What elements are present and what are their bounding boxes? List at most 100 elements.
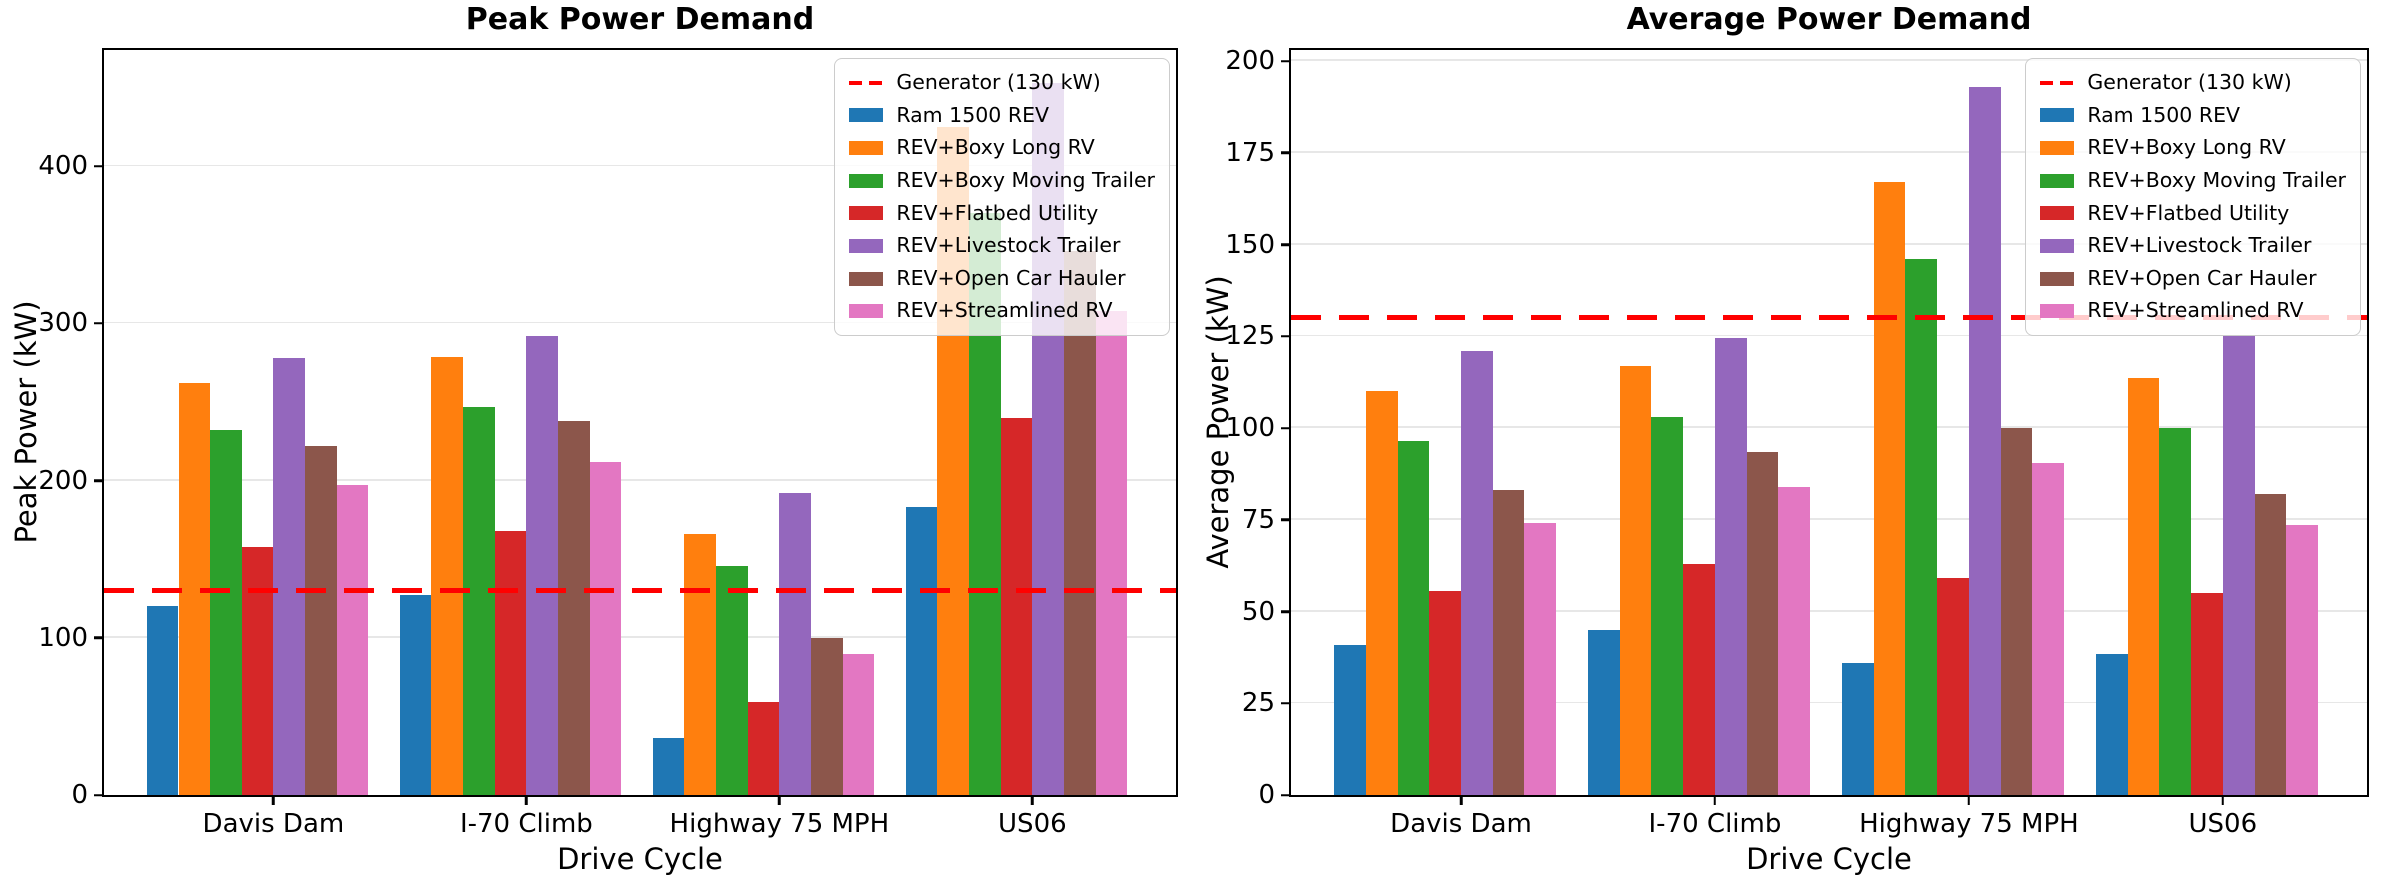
chart-title-average: Average Power Demand <box>1626 2 2032 37</box>
bar <box>2095 653 2128 795</box>
legend-swatch <box>849 304 884 319</box>
chart-title-peak: Peak Power Demand <box>465 2 815 37</box>
legend-label: REV+Boxy Long RV <box>2087 135 2286 160</box>
bar <box>1683 563 1715 795</box>
x-tick-label: I-70 Climb <box>459 809 593 839</box>
y-tick-label: 100 <box>38 622 88 653</box>
legend-swatch <box>2040 271 2075 286</box>
y-tick-label: 300 <box>38 308 88 339</box>
bar <box>1000 417 1033 795</box>
legend-label: REV+Open Car Hauler <box>896 265 1126 290</box>
legend-item-generator: Generator (130 kW) <box>849 70 1155 96</box>
bar <box>1397 440 1430 795</box>
bar <box>305 446 337 795</box>
x-tick-mark <box>1967 795 1971 805</box>
y-tick-mark <box>1281 793 1291 797</box>
x-tick-label: Highway 75 MPH <box>1859 809 2079 839</box>
bar <box>684 534 717 795</box>
legend: Generator (130 kW) Ram 1500 REV REV+Boxy L… <box>834 58 1170 336</box>
y-tick-label: 200 <box>38 465 88 496</box>
legend-label: REV+Open Car Hauler <box>2087 265 2317 290</box>
y-tick-mark <box>1281 426 1291 430</box>
y-tick-mark <box>1281 610 1291 613</box>
y-tick-label: 0 <box>1258 780 1275 810</box>
legend-swatch <box>2040 141 2075 156</box>
y-tick-label: 150 <box>1225 229 1275 260</box>
y-tick-mark <box>94 636 104 640</box>
bar <box>2159 428 2192 795</box>
bar <box>1714 338 1747 795</box>
bar <box>1063 251 1096 795</box>
gridline-y200 <box>104 479 1176 481</box>
legend-item: REV+Open Car Hauler <box>849 266 1155 292</box>
generator-line-swatch <box>2040 80 2075 85</box>
y-tick-mark <box>1281 151 1291 155</box>
y-tick-mark <box>1281 702 1291 705</box>
y-tick-mark <box>1281 335 1291 338</box>
bar <box>1334 644 1366 795</box>
legend-swatch <box>2040 108 2075 123</box>
legend-label: REV+Boxy Long RV <box>896 135 1095 160</box>
legend-item-generator: Generator (130 kW) <box>2040 70 2346 96</box>
legend-label: REV+Livestock Trailer <box>2087 233 2312 258</box>
gridline-y200 <box>1291 59 2367 62</box>
legend-item: REV+Boxy Moving Trailer <box>2040 168 2346 194</box>
legend-swatch <box>849 271 884 286</box>
x-tick-label: US06 <box>998 809 1067 839</box>
legend-item: REV+Streamlined RV <box>849 298 1155 324</box>
legend-label: REV+Streamlined RV <box>2087 298 2304 323</box>
legend-item: REV+Boxy Moving Trailer <box>849 168 1155 194</box>
legend-label: Ram 1500 REV <box>2087 102 2241 127</box>
y-tick-label: 400 <box>38 151 88 182</box>
legend-swatch <box>849 173 884 188</box>
bar <box>1619 365 1652 795</box>
bar <box>273 358 305 795</box>
legend-item: REV+Flatbed Utility <box>849 201 1155 227</box>
bar <box>1651 417 1684 795</box>
legend-swatch <box>849 141 884 156</box>
bar <box>589 461 622 795</box>
y-tick-label: 125 <box>1225 321 1275 352</box>
legend-item: REV+Boxy Long RV <box>849 135 1155 161</box>
gridline-y150 <box>1291 242 2367 245</box>
legend-item: REV+Livestock Trailer <box>849 233 1155 259</box>
gridline-y400 <box>104 164 1176 167</box>
bar <box>2032 462 2065 795</box>
x-tick-label: US06 <box>2188 809 2258 839</box>
y-tick-label: 25 <box>1241 688 1275 719</box>
bar <box>1937 578 1969 795</box>
bar <box>905 507 938 795</box>
bar <box>1095 310 1128 795</box>
gridline-y25 <box>1291 701 2367 704</box>
x-tick-mark <box>525 795 528 805</box>
y-tick-label: 175 <box>1225 137 1275 168</box>
bar <box>1841 662 1874 795</box>
bar <box>146 606 179 795</box>
x-tick-label: Davis Dam <box>202 809 345 839</box>
bar <box>1461 350 1493 795</box>
gridline-y300 <box>104 321 1176 324</box>
plot-area-average: 0 25 50 75 100 125 150 175 200 Davis Dam I-70 Clim… <box>1225 48 2369 838</box>
legend-label: REV+Flatbed Utility <box>896 200 1099 225</box>
x-tick-label: Highway 75 MPH <box>669 809 890 839</box>
y-tick-label: 0 <box>71 780 88 810</box>
generator-line <box>104 588 1176 594</box>
legend-label: Generator (130 kW) <box>2087 70 2292 94</box>
x-tick-mark <box>2221 795 2225 805</box>
gridline-y175 <box>1291 151 2367 153</box>
legend-swatch <box>849 108 884 123</box>
bar <box>1873 182 1906 795</box>
bar <box>2191 593 2223 795</box>
bar <box>431 356 464 795</box>
bar <box>2286 525 2319 795</box>
gridline-y75 <box>1291 518 2367 520</box>
bar <box>1905 259 1938 795</box>
legend-item: Ram 1500 REV <box>849 103 1155 129</box>
y-tick-mark <box>94 479 104 482</box>
legend-swatch <box>2040 173 2075 188</box>
bar <box>494 530 527 795</box>
legend-swatch <box>849 206 884 221</box>
gridline-y100 <box>1291 426 2367 429</box>
generator-line <box>1291 315 2367 321</box>
